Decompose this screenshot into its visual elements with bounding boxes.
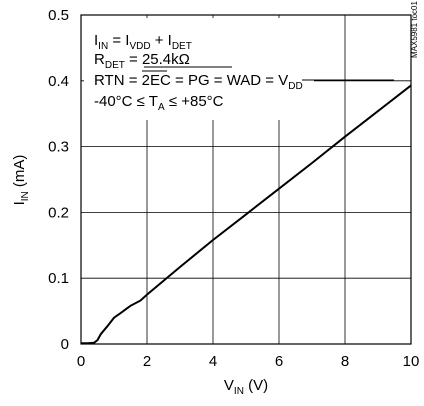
x-tick-label: 6: [275, 353, 283, 370]
y-tick-label: 0: [61, 336, 69, 353]
annotation-line-4: -40°C ≤ TA ≤ +85°C: [94, 93, 224, 113]
y-tick-label: 0.1: [48, 270, 69, 287]
y-axis-label: IIN (mA): [11, 155, 31, 206]
tick-labels: 0 2 4 6 8 10 0 0.1 0.2 0.3 0.4 0.5: [48, 7, 419, 370]
x-tick-label: 2: [143, 353, 151, 370]
series-line: [81, 84, 412, 345]
overbar-text: 2EC: [142, 72, 171, 89]
annotation-line-2: RDET = 25.4kΩ: [94, 51, 190, 71]
annotation-line-3: RTN = 2EC = PG = WAD = VDD: [94, 72, 303, 92]
plot-frame: [80, 14, 412, 345]
y-tick-label: 0.2: [48, 204, 69, 221]
x-tick-label: 0: [77, 353, 85, 370]
x-axis-label: VIN (V): [224, 377, 268, 397]
y-tick-label: 0.5: [48, 7, 69, 24]
watermark: MAX5981 toc01: [410, 1, 419, 58]
annotation-box: [84, 18, 314, 120]
x-tick-label: 4: [209, 353, 217, 370]
y-tick-label: 0.3: [48, 139, 69, 156]
x-tick-label: 8: [341, 353, 349, 370]
annotation-line-1: IIN = IVDD + IDET: [94, 32, 192, 52]
x-tick-label: 10: [403, 353, 420, 370]
y-tick-label: 0.4: [48, 73, 69, 90]
